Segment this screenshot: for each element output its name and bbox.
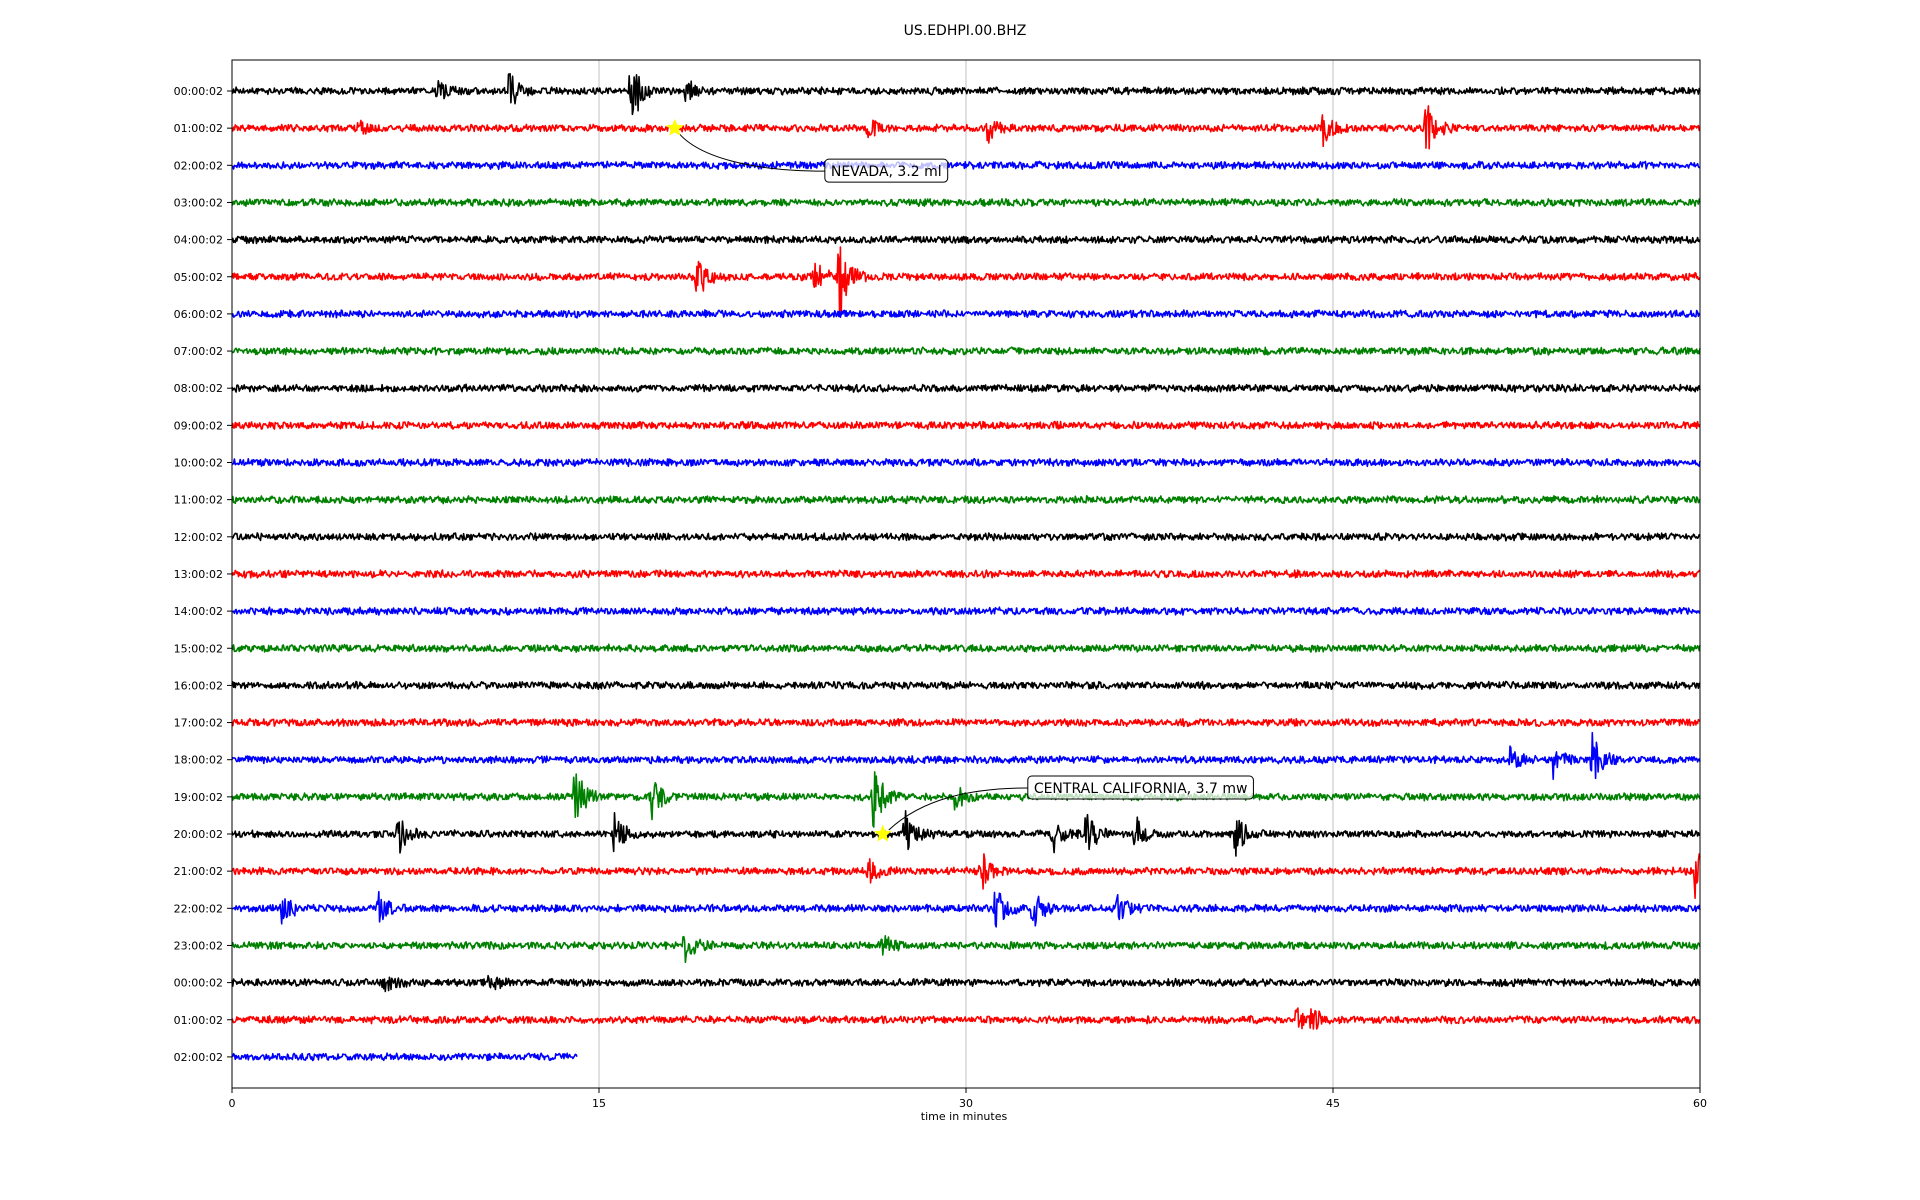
trace-row-21 [231, 853, 1701, 899]
trace-row-23 [231, 935, 1701, 964]
row-label: 17:00:02 [174, 717, 223, 730]
trace-row-4 [231, 234, 1701, 245]
row-label: 04:00:02 [174, 234, 223, 247]
trace-row-12 [231, 532, 1701, 542]
row-label: 03:00:02 [174, 196, 223, 209]
trace-row-15 [231, 643, 1701, 653]
trace-row-22 [231, 890, 1701, 928]
row-label: 02:00:02 [174, 159, 223, 172]
trace-row-26 [231, 1052, 578, 1062]
trace-row-18 [231, 731, 1701, 780]
annotation-label: CENTRAL CALIFORNIA, 3.7 mw [1034, 781, 1248, 797]
trace-row-14 [231, 606, 1701, 616]
trace-row-10 [231, 457, 1701, 468]
trace-row-1 [231, 105, 1701, 150]
row-label: 11:00:02 [174, 494, 223, 507]
row-label: 02:00:02 [174, 1051, 223, 1064]
trace-row-25 [231, 1007, 1701, 1030]
row-label: 22:00:02 [174, 902, 223, 915]
row-label: 06:00:02 [174, 308, 223, 321]
row-label: 10:00:02 [174, 457, 223, 470]
event-star-marker [873, 824, 892, 842]
row-label: 19:00:02 [174, 791, 223, 804]
trace-row-24 [231, 974, 1701, 993]
annotation-label: NEVADA, 3.2 ml [831, 164, 942, 180]
event-annotations: NEVADA, 3.2 ml CENTRAL CALIFORNIA, 3.7 mw [665, 118, 1254, 842]
row-label: 15:00:02 [174, 642, 223, 655]
x-tick-label: 30 [959, 1097, 973, 1110]
row-label: 18:00:02 [174, 754, 223, 767]
row-label: 01:00:02 [174, 122, 223, 135]
trace-row-17 [231, 717, 1701, 728]
x-axis-label: time in minutes [921, 1110, 1008, 1123]
row-label: 00:00:02 [174, 977, 223, 990]
trace-row-2 [231, 160, 1701, 171]
event-star-marker [665, 118, 684, 136]
trace-row-11 [232, 494, 1701, 505]
trace-row-20 [231, 810, 1701, 857]
gridlines [598, 60, 1334, 1088]
trace-row-7 [231, 346, 1701, 356]
chart-title: US.EDHPI.00.BHZ [904, 23, 1027, 39]
row-label: 16:00:02 [174, 679, 223, 692]
annotation-connector [674, 127, 825, 172]
traces [231, 72, 1701, 1062]
row-label: 05:00:02 [174, 271, 223, 284]
row-label: 13:00:02 [174, 568, 223, 581]
x-tick-label: 60 [1693, 1097, 1707, 1110]
trace-row-16 [231, 680, 1701, 691]
row-label: 21:00:02 [174, 865, 223, 878]
annotation-connector [888, 787, 1028, 831]
annotation-box [824, 158, 949, 183]
trace-row-9 [231, 420, 1701, 431]
trace-row-8 [231, 383, 1701, 393]
x-axis: 0 15 30 45 60 [229, 1088, 1707, 1110]
row-label: 00:00:02 [174, 85, 223, 98]
trace-row-13 [231, 569, 1701, 579]
trace-row-6 [231, 309, 1701, 319]
row-label: 12:00:02 [174, 531, 223, 544]
row-label: 07:00:02 [174, 345, 223, 358]
x-tick-label: 15 [592, 1097, 606, 1110]
row-label: 01:00:02 [174, 1014, 223, 1027]
x-tick-label: 0 [229, 1097, 236, 1110]
row-label: 23:00:02 [174, 939, 223, 952]
row-label: 14:00:02 [174, 605, 223, 618]
row-labels: 00:00:02 01:00:02 02:00:02 03:00:02 04:00:02… [174, 85, 232, 1064]
row-label: 20:00:02 [174, 828, 223, 841]
trace-row-3 [231, 197, 1701, 208]
trace-row-0 [231, 72, 1701, 116]
trace-row-19 [231, 771, 1701, 828]
row-label: 08:00:02 [174, 382, 223, 395]
trace-row-5 [231, 246, 1701, 318]
annotation-box [1027, 775, 1254, 800]
row-label: 09:00:02 [174, 419, 223, 432]
x-tick-label: 45 [1326, 1097, 1340, 1110]
